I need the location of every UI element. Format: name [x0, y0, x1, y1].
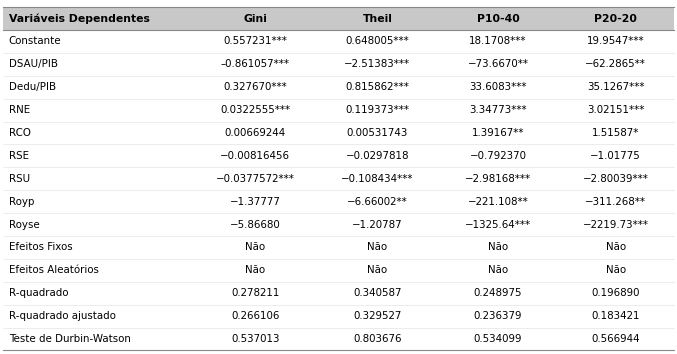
Text: −5.86680: −5.86680 — [230, 219, 281, 229]
Text: 0.340587: 0.340587 — [353, 288, 401, 298]
Text: Teste de Durbin-Watson: Teste de Durbin-Watson — [9, 334, 131, 344]
Text: −6.66002**: −6.66002** — [347, 197, 408, 207]
FancyBboxPatch shape — [194, 7, 316, 30]
FancyBboxPatch shape — [3, 259, 674, 282]
Text: Gini: Gini — [244, 13, 267, 23]
FancyBboxPatch shape — [3, 282, 674, 305]
Text: RSE: RSE — [9, 151, 29, 161]
Text: −1.20787: −1.20787 — [352, 219, 403, 229]
Text: Não: Não — [245, 242, 265, 252]
Text: −0.0377572***: −0.0377572*** — [216, 174, 294, 184]
Text: −0.792370: −0.792370 — [470, 151, 527, 161]
Text: −0.0297818: −0.0297818 — [346, 151, 409, 161]
Text: −73.6670**: −73.6670** — [468, 59, 529, 69]
Text: Não: Não — [606, 242, 626, 252]
FancyBboxPatch shape — [3, 53, 674, 76]
Text: 0.566944: 0.566944 — [591, 334, 640, 344]
Text: 1.51587*: 1.51587* — [592, 128, 639, 138]
Text: 0.815862***: 0.815862*** — [345, 82, 410, 92]
Text: 0.803676: 0.803676 — [353, 334, 401, 344]
Text: 18.1708***: 18.1708*** — [469, 36, 527, 46]
Text: 0.183421: 0.183421 — [592, 311, 640, 321]
Text: Variáveis Dependentes: Variáveis Dependentes — [9, 13, 150, 24]
Text: Dedu/PIB: Dedu/PIB — [9, 82, 56, 92]
Text: −1.01775: −1.01775 — [590, 151, 641, 161]
Text: P20-20: P20-20 — [594, 13, 637, 23]
FancyBboxPatch shape — [3, 144, 674, 167]
Text: 0.329527: 0.329527 — [353, 311, 401, 321]
Text: −311.268**: −311.268** — [585, 197, 646, 207]
Text: 35.1267***: 35.1267*** — [587, 82, 645, 92]
Text: −2.51383***: −2.51383*** — [345, 59, 410, 69]
Text: 0.327670***: 0.327670*** — [223, 82, 287, 92]
Text: −1325.64***: −1325.64*** — [465, 219, 531, 229]
Text: 0.278211: 0.278211 — [232, 288, 280, 298]
FancyBboxPatch shape — [3, 30, 674, 53]
FancyBboxPatch shape — [3, 305, 674, 327]
Text: 0.266106: 0.266106 — [232, 311, 280, 321]
FancyBboxPatch shape — [3, 190, 674, 213]
Text: Royp: Royp — [9, 197, 34, 207]
FancyBboxPatch shape — [3, 327, 674, 350]
FancyBboxPatch shape — [3, 99, 674, 121]
Text: −62.2865**: −62.2865** — [585, 59, 646, 69]
Text: Não: Não — [488, 242, 508, 252]
Text: 0.557231***: 0.557231*** — [223, 36, 287, 46]
FancyBboxPatch shape — [3, 213, 674, 236]
Text: −0.108434***: −0.108434*** — [341, 174, 414, 184]
FancyBboxPatch shape — [3, 76, 674, 99]
Text: 0.119373***: 0.119373*** — [345, 105, 410, 115]
Text: −2219.73***: −2219.73*** — [583, 219, 649, 229]
Text: 0.236379: 0.236379 — [474, 311, 522, 321]
Text: 0.248975: 0.248975 — [474, 288, 522, 298]
Text: −2.80039***: −2.80039*** — [583, 174, 649, 184]
Text: −1.37777: −1.37777 — [230, 197, 281, 207]
Text: 1.39167**: 1.39167** — [472, 128, 524, 138]
FancyBboxPatch shape — [3, 236, 674, 259]
Text: 3.34773***: 3.34773*** — [469, 105, 527, 115]
Text: 0.196890: 0.196890 — [592, 288, 640, 298]
Text: Efeitos Fixos: Efeitos Fixos — [9, 242, 72, 252]
Text: Não: Não — [488, 266, 508, 275]
Text: 0.648005***: 0.648005*** — [345, 36, 410, 46]
Text: Efeitos Aleatórios: Efeitos Aleatórios — [9, 266, 99, 275]
Text: Não: Não — [368, 242, 387, 252]
FancyBboxPatch shape — [439, 7, 558, 30]
FancyBboxPatch shape — [3, 121, 674, 144]
Text: 0.534099: 0.534099 — [474, 334, 522, 344]
Text: 19.9547***: 19.9547*** — [587, 36, 645, 46]
Text: Não: Não — [245, 266, 265, 275]
Text: R-quadrado ajustado: R-quadrado ajustado — [9, 311, 116, 321]
Text: 0.00531743: 0.00531743 — [347, 128, 408, 138]
Text: −221.108**: −221.108** — [468, 197, 528, 207]
FancyBboxPatch shape — [316, 7, 439, 30]
Text: −0.00816456: −0.00816456 — [221, 151, 290, 161]
Text: DSAU/PIB: DSAU/PIB — [9, 59, 58, 69]
Text: P10-40: P10-40 — [477, 13, 519, 23]
Text: RNE: RNE — [9, 105, 30, 115]
Text: Não: Não — [606, 266, 626, 275]
Text: −2.98168***: −2.98168*** — [465, 174, 531, 184]
Text: Não: Não — [368, 266, 387, 275]
Text: 0.00669244: 0.00669244 — [225, 128, 286, 138]
Text: R-quadrado: R-quadrado — [9, 288, 68, 298]
Text: RSU: RSU — [9, 174, 30, 184]
FancyBboxPatch shape — [558, 7, 674, 30]
FancyBboxPatch shape — [3, 7, 194, 30]
Text: 33.6083***: 33.6083*** — [469, 82, 527, 92]
FancyBboxPatch shape — [3, 167, 674, 190]
Text: Theil: Theil — [362, 13, 392, 23]
Text: 3.02151***: 3.02151*** — [587, 105, 645, 115]
Text: Constante: Constante — [9, 36, 62, 46]
Text: –0.861057***: –0.861057*** — [221, 59, 290, 69]
Text: RCO: RCO — [9, 128, 30, 138]
Text: Royse: Royse — [9, 219, 39, 229]
Text: 0.537013: 0.537013 — [231, 334, 280, 344]
Text: 0.0322555***: 0.0322555*** — [220, 105, 290, 115]
